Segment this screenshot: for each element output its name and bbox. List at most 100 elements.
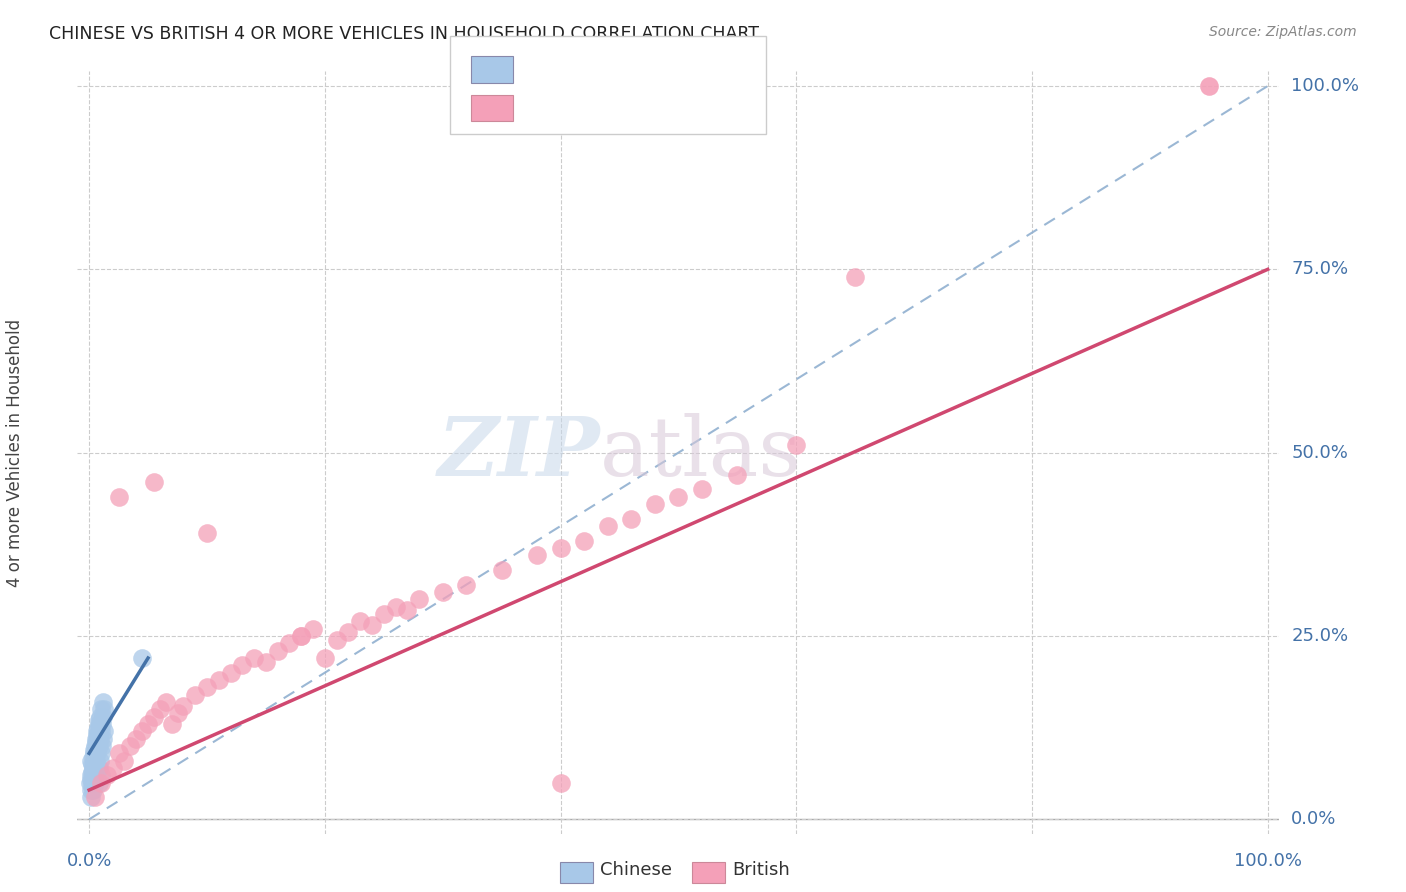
Point [87,717,110,731]
Point [155,695,177,709]
Point [84,768,107,782]
Text: British: British [733,861,790,879]
Point [620,511,643,525]
Point [84,754,107,768]
Point [90,747,112,761]
Point [80,772,103,786]
Point [89,731,111,746]
Point [384,599,406,614]
Point [101,761,124,775]
Text: 75.0%: 75.0% [1291,260,1348,278]
Point [83,757,105,772]
Point [690,483,713,497]
Point [90,775,112,789]
Point [219,665,242,680]
Point [114,754,136,768]
Point [87,775,110,789]
Point [550,541,572,555]
Point [361,618,384,632]
Point [107,490,129,504]
Point [90,768,112,782]
Point [86,742,108,756]
Point [160,717,183,731]
Point [86,728,108,742]
Point [491,563,513,577]
Point [131,724,153,739]
Point [107,747,129,761]
Point [89,709,111,723]
Point [91,717,114,731]
Point [254,655,277,669]
Point [86,747,108,761]
Point [136,717,159,731]
Point [596,519,619,533]
Point [84,739,107,753]
Point [86,735,108,749]
Point [87,728,110,742]
Point [82,783,104,797]
Point [90,702,112,716]
Point [91,709,114,723]
Point [87,721,110,735]
Point [80,757,103,772]
Point [87,761,110,775]
Point [93,702,115,716]
Point [91,731,114,746]
Point [84,775,107,789]
Text: 0.0%: 0.0% [1291,810,1337,829]
Point [89,754,111,768]
Point [408,592,430,607]
Text: ZIP: ZIP [437,413,600,492]
Point [550,775,572,789]
Point [844,269,866,284]
Point [231,658,253,673]
Point [302,622,325,636]
Point [87,739,110,753]
Point [89,714,111,728]
Point [83,742,105,756]
Point [82,764,104,779]
Point [208,673,231,687]
Point [84,742,107,756]
Point [644,497,666,511]
Point [82,750,104,764]
Point [325,632,347,647]
Point [83,768,105,782]
Point [267,643,290,657]
Text: Source: ZipAtlas.com: Source: ZipAtlas.com [1209,25,1357,39]
Text: atlas: atlas [600,413,803,492]
Point [93,724,115,739]
Point [125,731,148,746]
Point [79,775,101,789]
Point [83,747,105,761]
Point [166,706,188,720]
Point [86,724,108,739]
Point [84,731,107,746]
Point [90,724,112,739]
Point [80,790,103,805]
Point [84,750,107,764]
Point [142,709,165,723]
Point [80,775,103,789]
Point [526,549,548,563]
Text: R = 0.402   N = 57: R = 0.402 N = 57 [522,59,720,78]
Point [86,735,108,749]
Point [725,467,748,482]
Point [243,651,266,665]
Point [80,768,103,782]
Point [172,698,194,713]
Point [96,768,118,782]
Point [290,629,312,643]
Text: 4 or more Vehicles in Household: 4 or more Vehicles in Household [6,318,24,587]
Text: 100.0%: 100.0% [1233,853,1302,871]
Point [80,754,103,768]
Point [83,757,105,772]
Point [82,764,104,779]
Text: 100.0%: 100.0% [1291,77,1360,95]
Point [91,695,114,709]
Point [195,526,218,541]
Point [195,681,218,695]
Point [785,438,807,452]
Point [1198,78,1220,93]
Point [91,739,114,753]
